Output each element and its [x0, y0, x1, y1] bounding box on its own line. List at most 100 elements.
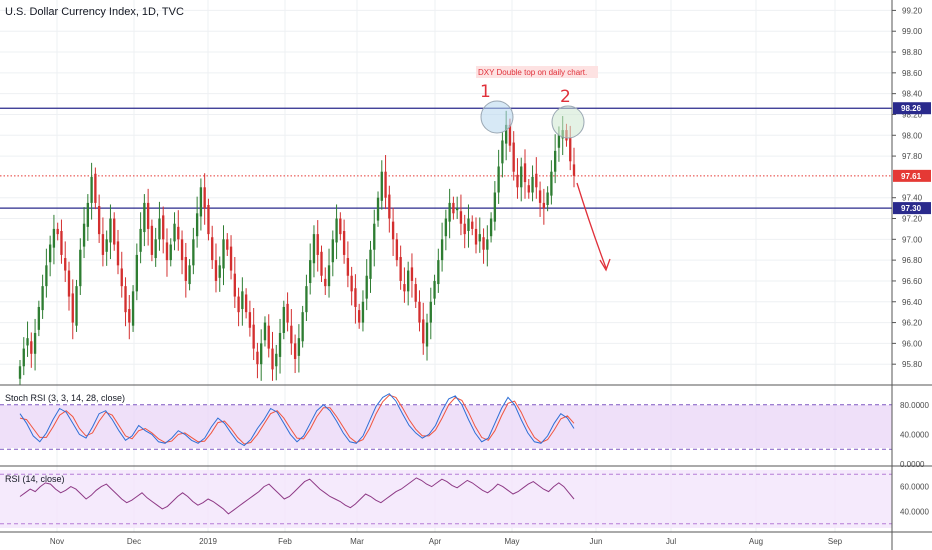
candle-body-140 [546, 192, 549, 205]
candle-body-108 [425, 322, 429, 347]
candle-body-8 [48, 244, 52, 263]
price-tick-label-15: 96.00 [902, 339, 923, 348]
candle-body-10 [56, 228, 59, 235]
rsi-axis-ticks: 60.0000 40.0000 [900, 483, 929, 517]
candle-body-135 [527, 185, 530, 193]
candle-body-13 [67, 270, 71, 297]
candle-body-33 [143, 202, 146, 233]
stoch-tick-label-0: 80.0000 [900, 401, 929, 410]
candle-body-146 [569, 137, 572, 162]
stoch-k-line [19, 393, 575, 447]
candle-body-54 [222, 239, 225, 269]
level-tag-bg-1 [893, 202, 931, 215]
candle-body-56 [229, 246, 233, 271]
price-axis-ticks: 99.20 99.00 98.80 98.60 98.40 98.20 98.00 97.80… [892, 6, 923, 369]
candle-body-81 [324, 278, 327, 287]
candle-body-112 [440, 239, 444, 261]
candle-body-36 [154, 239, 157, 259]
candle-body-109 [429, 301, 432, 323]
stoch-rsi-label: Stoch RSI (3, 3, 14, 28, close) [5, 393, 125, 403]
candle-body-61 [248, 312, 252, 328]
candle-body-106 [418, 301, 421, 323]
candle-body-118 [463, 223, 466, 235]
candle-body-67 [271, 348, 274, 370]
candle-body-126 [493, 192, 497, 222]
candle-body-131 [512, 142, 515, 172]
candle-body-52 [214, 260, 218, 281]
candle-body-130 [508, 124, 512, 146]
price-tick-label-5: 98.20 [902, 110, 923, 119]
candle-body-90 [358, 310, 361, 323]
x-tick-label-2: 2019 [199, 537, 217, 546]
x-tick-label-1: Dec [127, 537, 141, 546]
x-tick-label-9: Aug [749, 537, 763, 546]
candle-body-79 [316, 234, 319, 255]
candle-body-107 [422, 319, 425, 344]
price-tick-label-0: 99.20 [902, 6, 923, 15]
candle-body-70 [282, 306, 285, 333]
x-tick-label-8: Jul [666, 537, 676, 546]
price-tick-label-6: 98.00 [902, 131, 923, 140]
candle-body-134 [523, 163, 527, 183]
candle-body-72 [290, 325, 293, 344]
candle-body-147 [572, 164, 576, 176]
candle-body-58 [237, 296, 240, 313]
candle-body-32 [139, 228, 142, 252]
candle-body-143 [557, 135, 561, 148]
candle-body-88 [350, 275, 353, 292]
candle-body-71 [286, 303, 289, 323]
candle-body-78 [312, 234, 316, 264]
candle-body-28 [124, 286, 127, 313]
candle-body-38 [162, 215, 165, 240]
candle-body-92 [365, 275, 368, 299]
candle-body-98 [388, 194, 391, 219]
candle-body-91 [361, 301, 365, 323]
candle-body-97 [384, 171, 387, 198]
candle-body-83 [331, 239, 334, 263]
candle-body-141 [550, 171, 553, 196]
candle-body-86 [342, 231, 346, 255]
candle-body-116 [456, 208, 459, 211]
candle-body-123 [482, 237, 485, 250]
level-tag-label-0: 98.26 [901, 104, 922, 113]
price-tick-label-4: 98.40 [902, 90, 923, 99]
price-tick-label-16: 95.80 [902, 360, 923, 369]
candle-body-69 [278, 332, 282, 357]
candle-body-77 [309, 260, 312, 284]
candle-body-133 [520, 166, 523, 188]
candle-body-124 [486, 239, 489, 250]
candle-body-42 [177, 226, 180, 240]
candle-body-113 [444, 218, 448, 237]
x-tick-label-0: Nov [50, 537, 64, 546]
x-tick-label-3: Feb [278, 537, 292, 546]
candle-body-94 [373, 223, 376, 250]
rsi-tick-label-0: 60.0000 [900, 483, 929, 492]
candle-body-103 [407, 270, 410, 292]
candle-body-7 [45, 265, 48, 287]
candle-body-87 [346, 258, 350, 276]
candle-body-35 [150, 225, 154, 255]
candle-body-95 [376, 197, 380, 221]
candle-body-14 [71, 293, 74, 323]
peak-label-2: 2 [560, 87, 571, 107]
candle-body-111 [437, 260, 440, 285]
candle-body-46 [192, 239, 195, 266]
candle-body-22 [101, 234, 105, 255]
candle-body-137 [535, 173, 538, 188]
candle-body-0 [18, 366, 22, 379]
candle-body-6 [41, 286, 44, 311]
candle-body-104 [410, 267, 414, 281]
candle-body-2 [26, 338, 29, 346]
candle-body-117 [459, 211, 463, 224]
price-tick-label-8: 97.40 [902, 194, 923, 203]
current-price-tag-label: 97.61 [901, 172, 922, 181]
x-tick-label-5: Apr [429, 537, 442, 546]
candle-body-5 [37, 306, 41, 330]
stoch-axis-ticks: 80.0000 40.0000 0.0000 [900, 401, 929, 469]
candle-body-19 [90, 176, 93, 203]
candle-body-142 [553, 150, 557, 172]
candle-body-82 [327, 265, 331, 287]
candle-body-84 [335, 218, 338, 243]
candle-body-80 [320, 251, 323, 276]
candle-body-110 [433, 280, 436, 299]
